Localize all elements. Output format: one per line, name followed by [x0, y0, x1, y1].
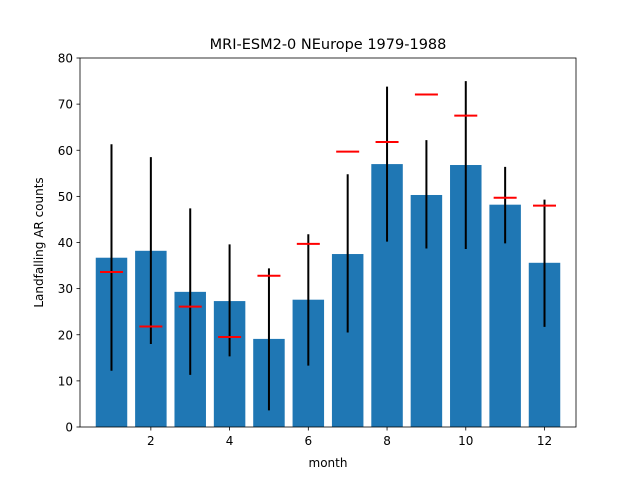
y-axis-ticks: 0 10 20 30 40 50 60 70 80: [58, 52, 80, 435]
errorbars-group: [110, 81, 546, 411]
x-tick-label: 12: [537, 434, 552, 448]
y-tick-label: 0: [65, 421, 73, 435]
y-axis-label: Landfalling AR counts: [32, 177, 46, 307]
y-tick-label: 60: [58, 144, 73, 158]
x-tick-label: 6: [304, 434, 312, 448]
x-tick-label: 8: [383, 434, 391, 448]
y-tick-label: 10: [58, 374, 73, 388]
markers-group: [99, 93, 557, 339]
y-tick-label: 80: [58, 52, 73, 66]
y-tick-label: 50: [58, 190, 73, 204]
x-axis-ticks: 2 4 6 8 10 12: [147, 427, 552, 448]
bars-group: [95, 164, 561, 427]
chart-title: MRI-ESM2-0 NEurope 1979-1988: [210, 37, 447, 53]
x-tick-label: 2: [147, 434, 155, 448]
y-tick-label: 40: [58, 236, 73, 250]
y-tick-label: 20: [58, 328, 73, 342]
x-tick-label: 10: [458, 434, 473, 448]
x-tick-label: 4: [226, 434, 234, 448]
y-tick-label: 70: [58, 98, 73, 112]
x-axis-label: month: [309, 456, 348, 470]
y-tick-label: 30: [58, 282, 73, 296]
